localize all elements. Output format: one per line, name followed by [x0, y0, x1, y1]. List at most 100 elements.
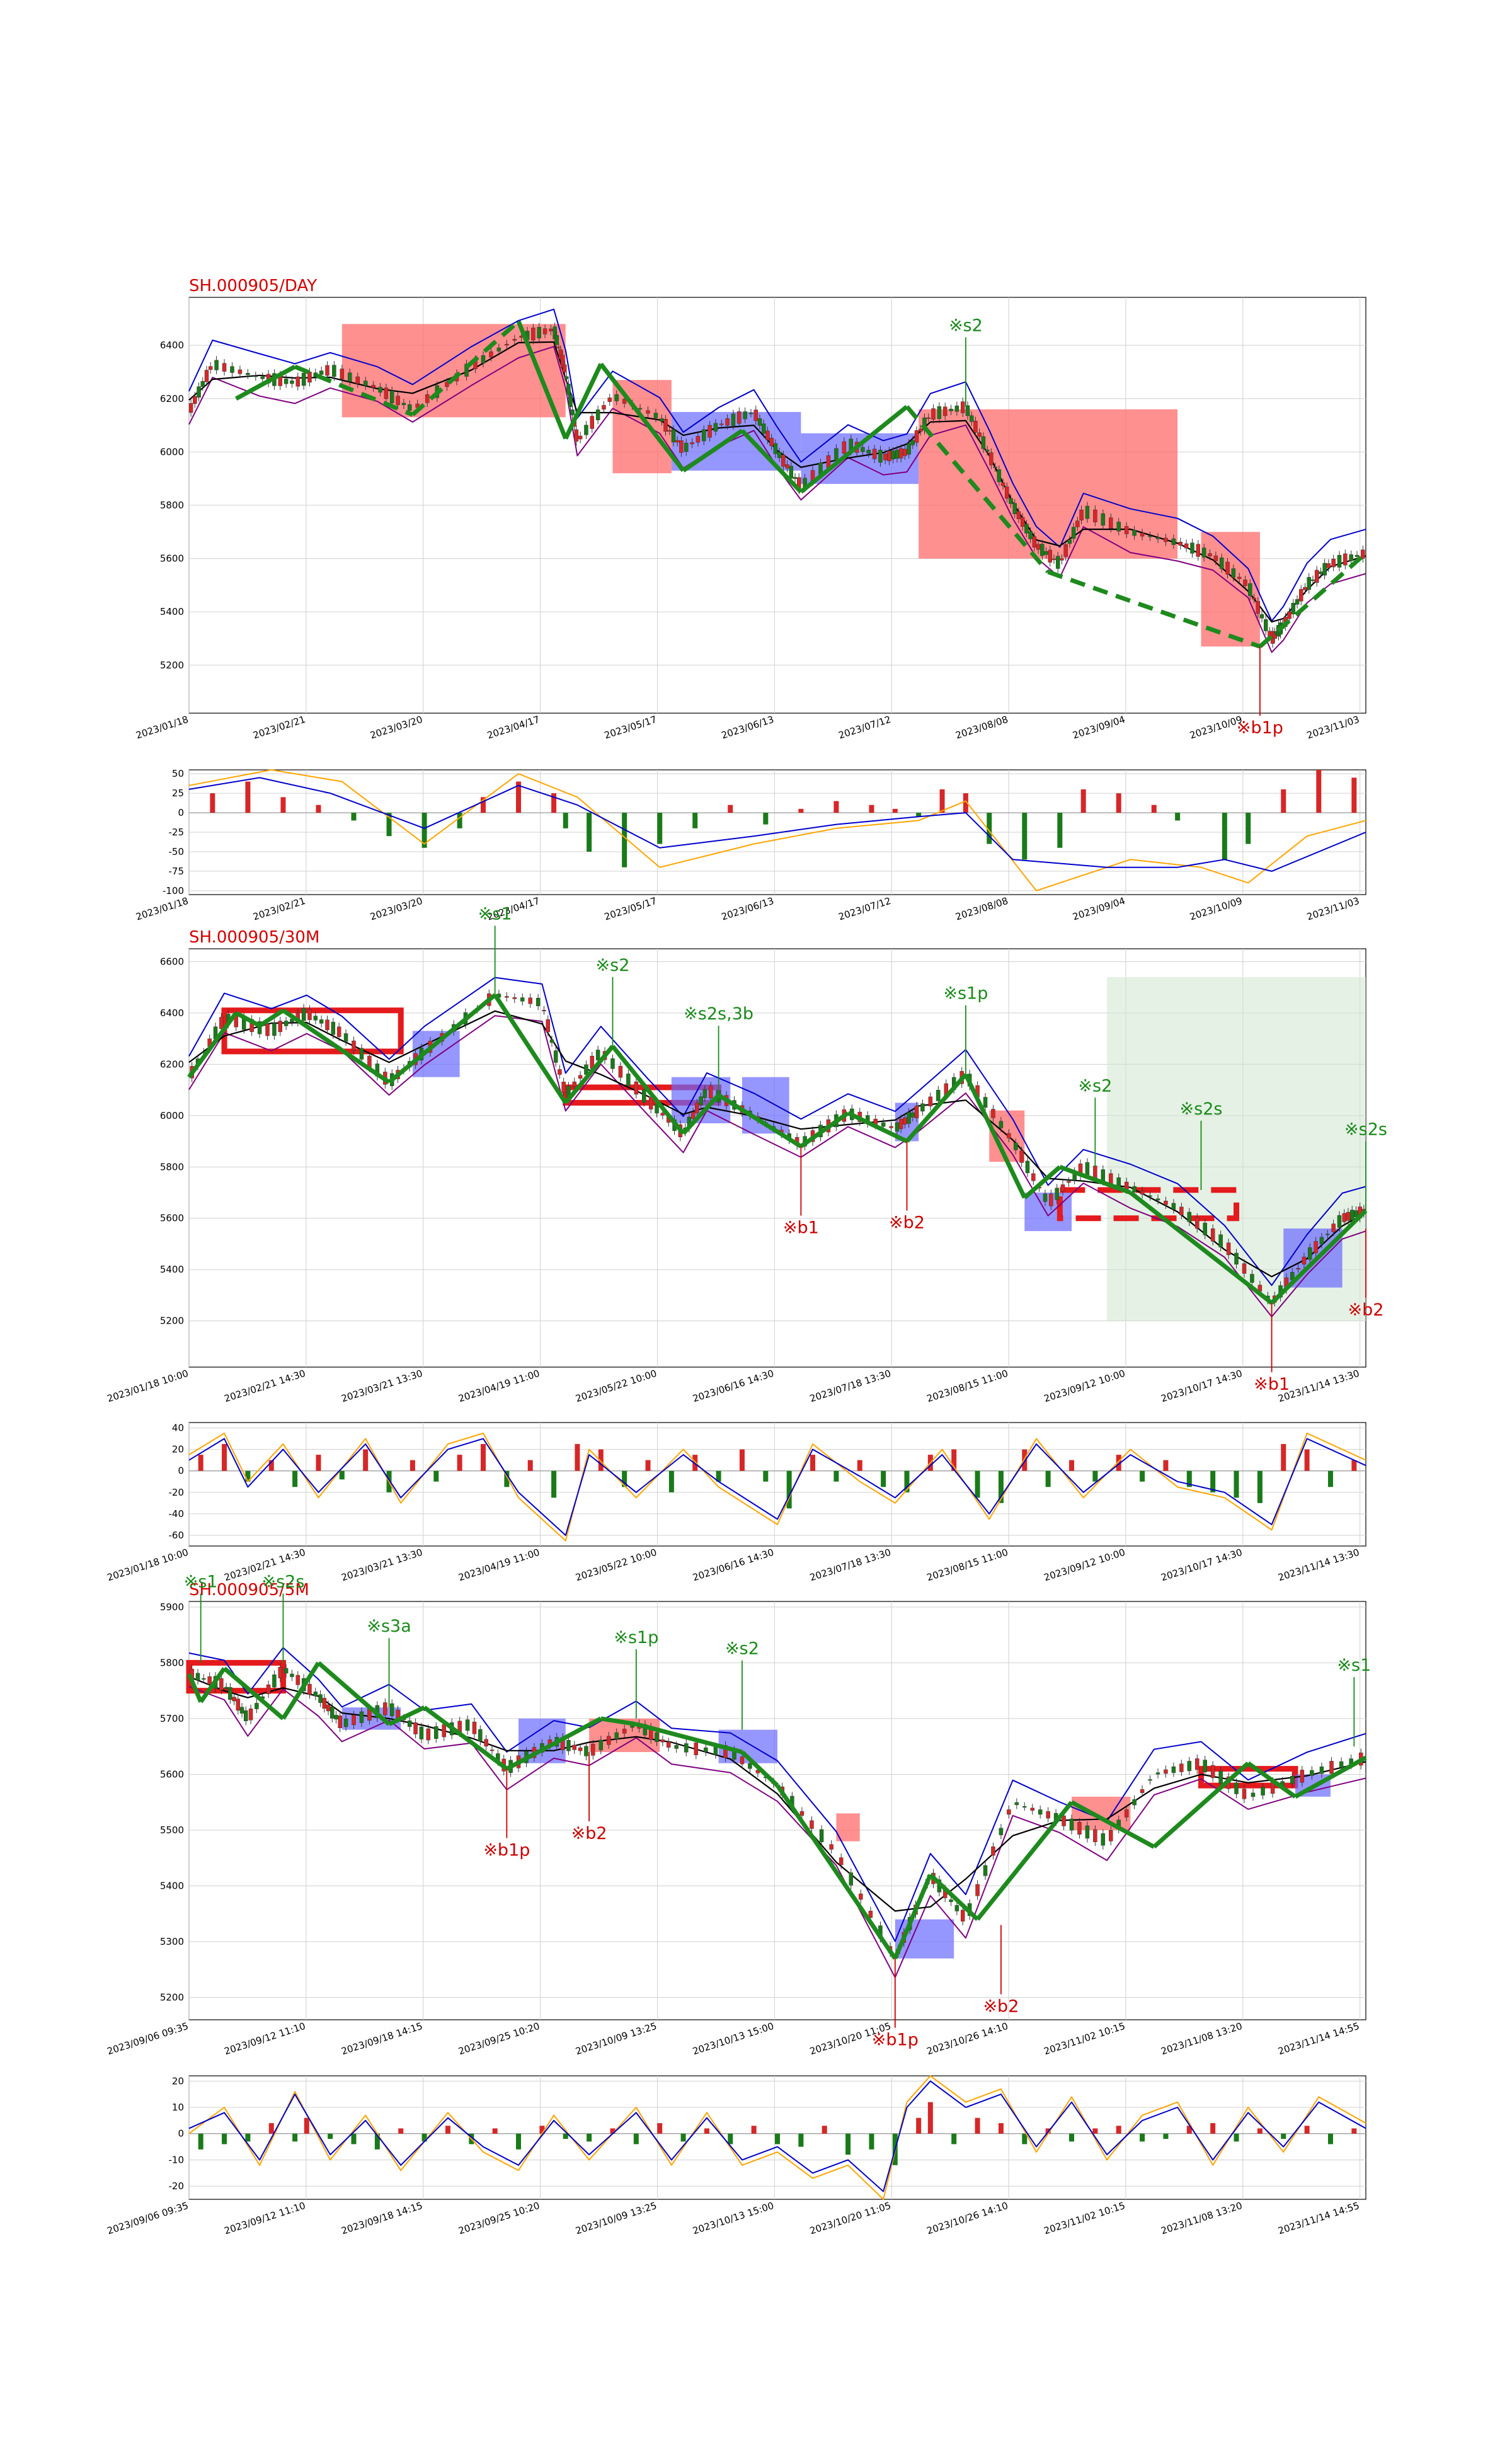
day-candle	[891, 450, 895, 460]
m5-candle	[228, 1687, 232, 1700]
m5-bi-line	[186, 1673, 203, 1703]
day-candle	[188, 403, 193, 413]
day-candle	[793, 477, 798, 479]
macd_day-macd-bar	[763, 813, 769, 825]
m30-candle	[553, 1050, 558, 1063]
day-candle	[1299, 589, 1303, 602]
macd_30m-macd-bar	[551, 1470, 557, 1498]
macd_30m-macd-bar	[222, 1444, 227, 1471]
m5-candle	[584, 1746, 588, 1756]
day-candle	[696, 436, 701, 443]
day-candle	[743, 411, 747, 420]
macd_5m-macd-bar	[728, 2133, 733, 2145]
day-candle	[1079, 510, 1084, 520]
day-candle	[713, 423, 718, 432]
m30-candle	[584, 1064, 588, 1075]
day-candle	[1331, 559, 1336, 568]
day-candle	[371, 385, 375, 388]
m30-candle	[520, 997, 525, 1002]
m30-bi-line	[1129, 1191, 1273, 1305]
m5-candle	[1164, 1769, 1168, 1774]
m30-candle	[914, 1106, 919, 1118]
day-candle	[622, 399, 627, 404]
macd_30m-macd-bar	[645, 1460, 651, 1471]
m5-candle	[472, 1721, 477, 1734]
m30-candle	[284, 1021, 289, 1026]
m5-candle	[330, 1707, 335, 1719]
macd_5m-macd-bar	[975, 2117, 980, 2134]
m5-candle	[684, 1743, 689, 1753]
macd_5m-macd-bar	[374, 2133, 380, 2150]
m5-candle	[1234, 1782, 1239, 1794]
day-candle	[1109, 517, 1113, 529]
macd_30m-macd-bar	[339, 1470, 345, 1480]
day-candle	[731, 413, 736, 426]
macd_30m-macd-bar	[1116, 1455, 1121, 1471]
m5-bi-line	[600, 1716, 637, 1727]
macd_day-macd-bar	[563, 813, 568, 828]
m30-candle	[1025, 1160, 1030, 1173]
m5-zs-box	[836, 1813, 860, 1841]
macd_day-macd-bar	[622, 813, 627, 868]
m30-signal-label: ※s1p	[943, 984, 988, 1004]
m5-candle	[666, 1741, 671, 1748]
day-candle	[200, 381, 205, 387]
day-candle	[653, 413, 658, 418]
m5-candle	[239, 1707, 244, 1714]
m5-ytick-label: 5200	[160, 1992, 184, 2003]
day-candle	[1051, 558, 1057, 560]
m30-candle	[1179, 1206, 1184, 1215]
m30-candle	[1218, 1234, 1223, 1247]
m5-candle	[1085, 1825, 1090, 1839]
m30-candle	[1349, 1210, 1354, 1220]
m30-candle	[219, 1017, 224, 1029]
m30-boll-upper	[188, 976, 1366, 1286]
m5-candle	[1251, 1792, 1256, 1797]
day-candle	[660, 418, 664, 422]
m5-candle	[614, 1732, 619, 1739]
macd_30m-macd-bar	[1281, 1444, 1286, 1471]
day-candle	[384, 387, 389, 399]
macd_day-macd-bar	[351, 813, 357, 821]
macd_5m-macd-bar	[1351, 2128, 1357, 2134]
day-candle	[193, 396, 197, 404]
m5-candle	[359, 1711, 364, 1723]
day-candle	[1225, 561, 1230, 575]
day-candle	[355, 376, 360, 384]
day-candle	[602, 405, 606, 410]
day-candle	[878, 449, 883, 463]
m5-candle	[343, 1718, 348, 1727]
day-candle	[949, 408, 953, 411]
m30-bi-line	[1270, 1209, 1368, 1305]
m30-candle	[928, 1096, 933, 1107]
day-candle	[926, 417, 931, 419]
m5-candle	[975, 1884, 980, 1896]
macd_day-macd-bar	[692, 813, 698, 828]
macd_30m-macd-bar	[951, 1449, 957, 1471]
day-candle	[348, 372, 352, 382]
macd_30m-macd-bar	[904, 1470, 910, 1492]
macd_30m-macd-bar	[1045, 1470, 1051, 1487]
macd_30m-macd-bar	[1163, 1460, 1169, 1471]
macd_5m-macd-bar	[245, 2133, 251, 2142]
m5-candle	[660, 1739, 665, 1743]
macd_day-ytick-label: -100	[163, 885, 184, 896]
macd_30m-macd-bar	[810, 1455, 816, 1471]
macd_30m-macd-bar	[1327, 1470, 1333, 1487]
macd_30m-ytick-label: 0	[178, 1465, 184, 1477]
day-candle	[1044, 551, 1048, 555]
m5-bi-line	[317, 1661, 391, 1726]
day-candle	[562, 364, 567, 372]
day-candle	[1307, 577, 1311, 590]
m30-bi-line	[235, 1011, 261, 1028]
m30-candle	[991, 1109, 995, 1118]
day-candle	[942, 406, 948, 416]
day-candle	[584, 425, 588, 435]
macd_30m-macd-bar	[268, 1460, 274, 1471]
macd_day-ytick-label: 25	[172, 788, 184, 799]
macd_30m-macd-bar	[575, 1444, 580, 1471]
macd_5m-macd-bar	[657, 2123, 663, 2134]
macd_5m-macd-bar	[822, 2126, 827, 2134]
macd_30m-macd-bar	[363, 1449, 369, 1471]
day-candle	[977, 432, 982, 437]
